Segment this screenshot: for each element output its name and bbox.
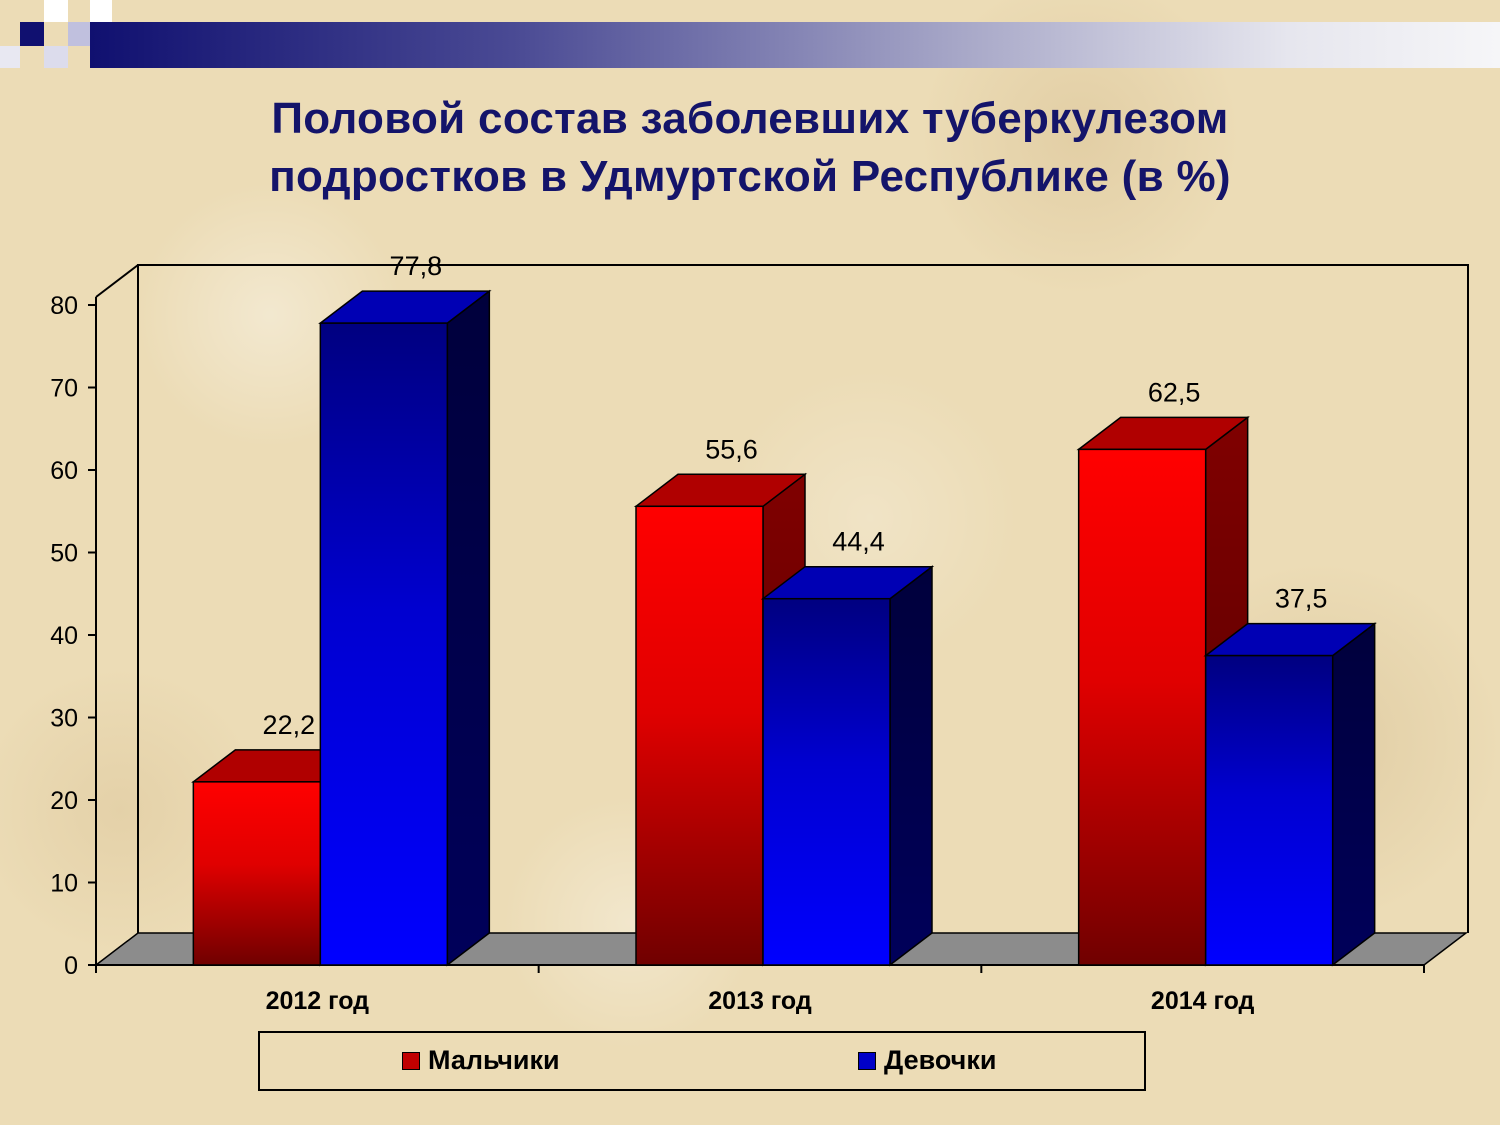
y-tick-label: 30	[50, 705, 78, 733]
bar-side	[446, 289, 491, 967]
legend-item-girls: Девочки	[858, 1045, 996, 1076]
legend-label-boys: Мальчики	[428, 1045, 560, 1075]
corner-decoration	[20, 22, 44, 46]
data-label: 77,8	[390, 251, 443, 281]
data-label: 62,5	[1148, 377, 1201, 407]
y-tick-label: 60	[50, 457, 78, 485]
y-tick-label: 20	[50, 787, 78, 815]
bar	[319, 322, 449, 966]
title-bar-gradient	[90, 22, 1500, 68]
corner-decoration	[44, 0, 68, 22]
bar	[1077, 448, 1207, 966]
y-tick-label: 10	[50, 870, 78, 898]
bar	[192, 781, 322, 966]
legend-swatch-girls	[858, 1051, 876, 1070]
legend-label-girls: Девочки	[884, 1045, 997, 1075]
y-tick-label: 40	[50, 622, 78, 650]
corner-decoration	[90, 0, 112, 22]
corner-decoration	[68, 22, 90, 46]
bar	[1204, 654, 1334, 966]
corner-decoration	[0, 46, 20, 68]
y-tick-label: 80	[50, 292, 78, 320]
page-title: Половой состав заболевших туберкулезом п…	[0, 90, 1500, 206]
page-title-line-2: подростков в Удмуртской Республике (в %)	[269, 152, 1231, 201]
bar-side	[1331, 622, 1376, 967]
corner-decoration	[44, 46, 68, 68]
y-tick-label: 70	[50, 375, 78, 403]
data-label: 22,2	[263, 710, 316, 740]
y-tick-label: 0	[64, 952, 78, 980]
x-tick-label: 2013 год	[708, 987, 812, 1015]
x-tick-label: 2014 год	[1151, 987, 1255, 1015]
data-label: 37,5	[1275, 584, 1328, 614]
x-tick-label: 2012 год	[266, 987, 370, 1015]
chart-back-wall	[137, 264, 1469, 933]
legend-swatch-boys	[402, 1051, 420, 1070]
y-tick-label: 50	[50, 540, 78, 568]
bar-side	[889, 565, 933, 967]
data-label: 55,6	[705, 434, 758, 464]
data-label: 44,4	[832, 527, 885, 557]
bar	[762, 597, 891, 966]
page-title-line-1: Половой состав заболевших туберкулезом	[271, 94, 1229, 143]
legend-item-boys: Мальчики	[402, 1045, 560, 1076]
bar	[635, 505, 764, 966]
chart-side-wall-edge	[95, 264, 139, 298]
chart-legend: Мальчики Девочки	[258, 1031, 1146, 1091]
